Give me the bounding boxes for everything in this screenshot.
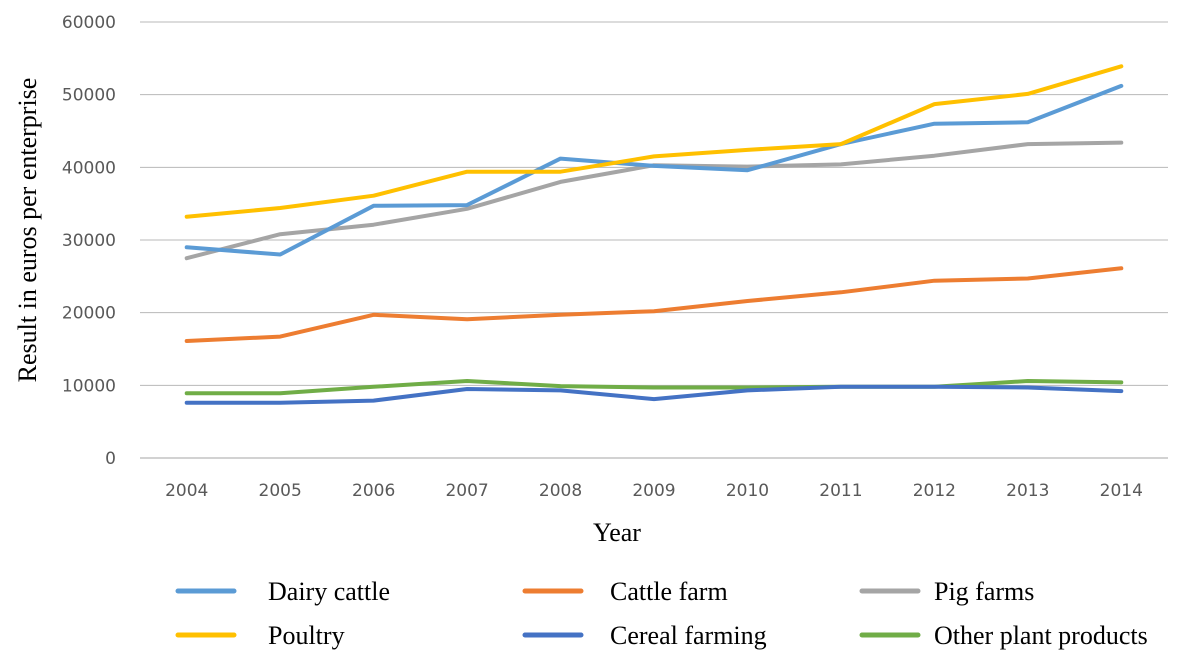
legend-item-cereal-farming: Cereal farming — [522, 621, 767, 650]
y-tick-label: 0 — [105, 449, 116, 469]
x-tick-label: 2010 — [726, 481, 769, 501]
series-line-cereal-farming — [184, 384, 1124, 405]
y-tick-label: 10000 — [62, 376, 116, 396]
y-tick-label: 40000 — [62, 158, 116, 178]
legend-label: Cereal farming — [610, 621, 767, 650]
x-tick-label: 2009 — [632, 481, 675, 501]
x-axis-tick-labels: 2004 2005 2006 2007 2008 2009 2010 2011 2012 2013… — [165, 481, 1143, 501]
x-tick-label: 2014 — [1100, 481, 1143, 501]
x-tick-label: 2013 — [1006, 481, 1049, 501]
series-line-cattle-farm — [184, 266, 1124, 343]
x-tick-label: 2005 — [259, 481, 302, 501]
legend-label: Pig farms — [934, 577, 1034, 606]
legend-label: Poultry — [268, 621, 345, 650]
legend-item-poultry: Poultry — [175, 621, 345, 650]
series-lines — [184, 64, 1124, 405]
series-line-poultry — [184, 64, 1124, 219]
x-axis-title: Year — [593, 518, 641, 547]
legend-label: Dairy cattle — [268, 577, 390, 606]
y-tick-label: 60000 — [62, 13, 116, 33]
y-axis-tick-labels: 0 10000 20000 30000 40000 50000 60000 — [62, 13, 116, 469]
legend-label: Other plant products — [934, 621, 1148, 650]
y-axis-title: Result in euros per enterprise — [13, 78, 42, 383]
x-tick-label: 2004 — [165, 481, 208, 501]
y-tick-label: 50000 — [62, 86, 116, 106]
x-tick-label: 2006 — [352, 481, 395, 501]
y-tick-label: 30000 — [62, 231, 116, 251]
x-tick-label: 2011 — [819, 481, 862, 501]
series-line-dairy-cattle — [184, 83, 1124, 257]
x-tick-label: 2012 — [913, 481, 956, 501]
legend-item-other-plant-products: Other plant products — [859, 621, 1148, 650]
legend-item-cattle-farm: Cattle farm — [522, 577, 728, 606]
legend-label: Cattle farm — [610, 577, 728, 606]
x-tick-label: 2008 — [539, 481, 582, 501]
legend-item-dairy-cattle: Dairy cattle — [175, 577, 390, 606]
x-tick-label: 2007 — [445, 481, 488, 501]
legend-item-pig-farms: Pig farms — [859, 577, 1034, 606]
legend: Dairy cattle Cattle farm Pig farms Poultry C… — [175, 577, 1148, 650]
series-line-other-plant-products — [184, 379, 1124, 396]
y-tick-label: 20000 — [62, 304, 116, 324]
